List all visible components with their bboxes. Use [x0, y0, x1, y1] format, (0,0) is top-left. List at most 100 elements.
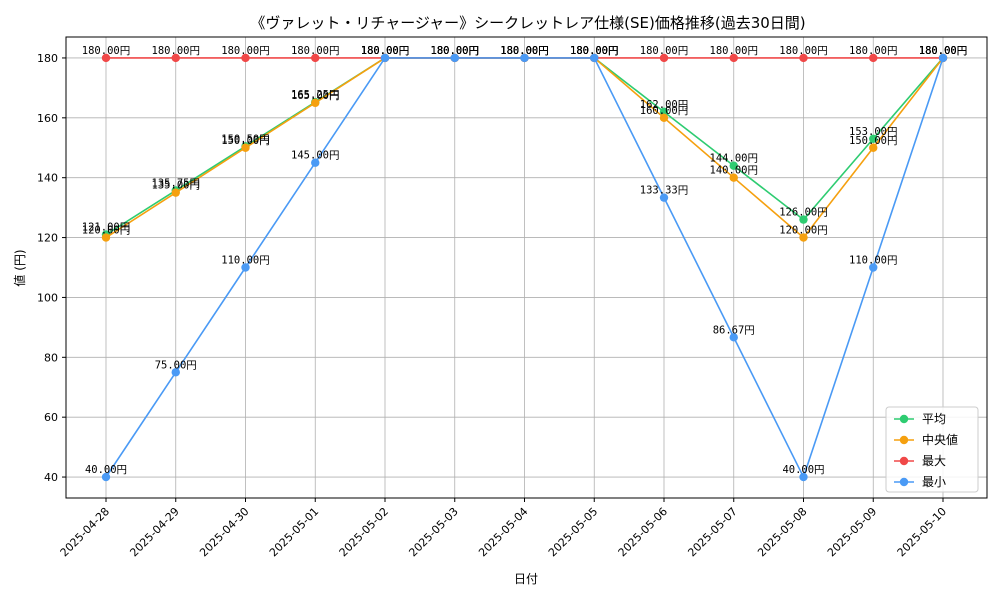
data-label: 110.00円	[849, 255, 897, 267]
data-point	[938, 53, 948, 63]
data-point	[729, 333, 738, 342]
data-label: 180.00円	[500, 45, 548, 57]
data-label: 180.00円	[919, 45, 967, 57]
data-label: 180.00円	[431, 45, 479, 57]
data-point	[799, 53, 808, 63]
data-label: 180.00円	[431, 45, 479, 57]
y-axis-label: 値 (円)	[12, 249, 27, 286]
y-tick-label: 120	[37, 232, 58, 245]
legend-marker	[899, 477, 909, 487]
data-label: 121.00円	[82, 222, 130, 234]
x-axis-label: 日付	[514, 572, 538, 586]
legend-label: 平均	[922, 412, 946, 426]
data-point	[869, 263, 878, 272]
data-label: 180.00円	[919, 45, 967, 57]
data-label: 180.00円	[361, 45, 409, 57]
data-point	[729, 161, 738, 170]
data-label: 140.00円	[710, 165, 758, 177]
data-label: 165.25円	[291, 89, 339, 101]
data-label: 150.00円	[221, 135, 269, 147]
y-tick-label: 140	[37, 172, 58, 185]
data-label: 160.00円	[640, 105, 688, 117]
data-label: 153.00円	[849, 126, 897, 138]
data-label: 86.67円	[713, 324, 755, 336]
data-label: 150.50円	[221, 133, 269, 145]
legend-label: 最大	[922, 454, 946, 468]
data-label: 180.00円	[361, 45, 409, 57]
data-point	[311, 158, 320, 167]
data-point	[729, 53, 738, 63]
legend-label: 中央値	[922, 432, 958, 447]
data-label: 180.00円	[500, 45, 548, 57]
data-point	[311, 53, 320, 63]
y-tick-label: 100	[37, 291, 58, 304]
data-label: 110.00円	[221, 255, 269, 267]
data-point	[101, 53, 111, 63]
legend-marker	[899, 435, 909, 445]
data-label: 180.00円	[849, 45, 897, 57]
data-label: 133.33円	[640, 185, 688, 197]
data-label: 180.00円	[500, 45, 548, 57]
data-point	[380, 53, 390, 63]
y-tick-label: 40	[44, 471, 58, 484]
data-label: 162.00円	[640, 99, 688, 111]
data-point	[520, 53, 529, 63]
data-point	[799, 215, 808, 224]
data-point	[101, 472, 111, 482]
legend-label: 最小	[922, 475, 946, 489]
data-label: 180.00円	[291, 45, 339, 57]
data-label: 165.00円	[291, 90, 339, 102]
data-label: 40.00円	[782, 464, 824, 476]
data-label: 180.00円	[221, 45, 269, 57]
data-point	[241, 263, 250, 272]
data-point	[799, 472, 808, 482]
data-point	[590, 53, 599, 63]
data-label: 180.00円	[500, 45, 548, 57]
data-label: 180.00円	[710, 45, 758, 57]
y-tick-label: 160	[37, 112, 58, 125]
data-label: 180.00円	[570, 45, 618, 57]
data-labels-layer: 121.00円 135.75円 150.50円 165.25円 180.00円 180.0…	[82, 45, 967, 476]
data-point	[101, 233, 111, 242]
data-point	[171, 53, 180, 63]
y-tick-label: 80	[44, 351, 58, 364]
grid-lines	[66, 37, 987, 498]
legend-marker	[899, 456, 909, 466]
data-label: 180.00円	[152, 45, 200, 57]
data-label: 150.00円	[849, 135, 897, 147]
data-point	[311, 98, 320, 108]
data-point	[450, 53, 459, 63]
data-label: 145.00円	[291, 150, 339, 162]
chart-title: 《ヴァレット・リチャージャー》シークレットレア仕様(SE)価格推移(過去30日間…	[250, 14, 805, 32]
data-label: 75.00円	[155, 359, 197, 371]
data-label: 180.00円	[779, 45, 827, 57]
legend-box	[885, 406, 979, 493]
data-point	[171, 368, 180, 377]
data-point	[241, 53, 250, 63]
data-label: 180.00円	[431, 45, 479, 57]
data-label: 126.00円	[779, 207, 827, 219]
data-point	[729, 173, 738, 182]
data-point	[869, 134, 878, 143]
y-tick-label: 180	[37, 52, 58, 65]
data-label: 180.00円	[640, 45, 688, 57]
data-label: 180.00円	[570, 45, 618, 57]
data-point	[241, 143, 250, 152]
data-point	[869, 53, 878, 63]
data-point	[799, 233, 808, 242]
data-label: 180.00円	[361, 45, 409, 57]
data-point	[659, 113, 669, 123]
data-label: 135.75円	[152, 177, 200, 189]
data-label: 180.00円	[431, 45, 479, 57]
data-label: 180.00円	[919, 45, 967, 57]
data-point	[659, 53, 669, 63]
plot-frame	[65, 36, 988, 499]
data-label: 180.00円	[570, 45, 618, 57]
data-label: 135.00円	[152, 180, 200, 192]
data-label: 120.00円	[779, 225, 827, 237]
data-label: 40.00円	[85, 464, 127, 476]
series-layer	[101, 53, 948, 482]
